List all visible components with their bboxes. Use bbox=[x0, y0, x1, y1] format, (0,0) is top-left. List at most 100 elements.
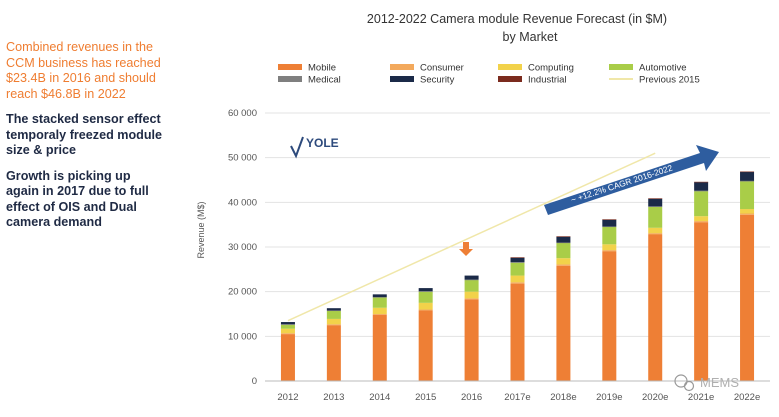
bar-automotive-2019e bbox=[602, 226, 617, 245]
bar-automotive-2017e bbox=[510, 262, 525, 276]
bar-consumer-2021e bbox=[694, 221, 709, 223]
legend-label: Computing bbox=[528, 63, 574, 74]
legend-swatch-industrial bbox=[498, 76, 522, 82]
legend-swatch-computing bbox=[498, 64, 522, 70]
bar-automotive-2022e bbox=[740, 181, 755, 210]
bar-automotive-2013 bbox=[326, 310, 341, 319]
bar-medical-2012 bbox=[280, 324, 295, 325]
legend-label: Medical bbox=[308, 75, 341, 86]
x-tick-label: 2013 bbox=[323, 392, 344, 403]
x-tick-label: 2021e bbox=[688, 392, 714, 403]
previous-2015-line bbox=[287, 152, 656, 322]
y-tick-label: 10 000 bbox=[228, 331, 257, 342]
x-tick-label: 2012 bbox=[277, 392, 298, 403]
bar-mobile-2012 bbox=[280, 334, 295, 381]
bar-security-2014 bbox=[372, 294, 387, 298]
bar-computing-2012 bbox=[280, 328, 295, 334]
wechat-icon-bubble bbox=[683, 380, 695, 392]
bar-mobile-2020e bbox=[648, 234, 663, 381]
cagr-arrow: ~ +12.2% CAGR 2016-2022 bbox=[544, 145, 719, 215]
bar-mobile-2016 bbox=[464, 299, 479, 381]
legend-label: Consumer bbox=[420, 63, 464, 74]
bar-security-2021e bbox=[694, 182, 709, 191]
x-tick-label: 2022e bbox=[734, 392, 760, 403]
previous-2015-trend-line bbox=[287, 152, 656, 322]
bar-medical-2019e bbox=[602, 226, 617, 228]
legend-label: Previous 2015 bbox=[639, 75, 700, 86]
bar-automotive-2014 bbox=[372, 297, 387, 308]
logo-mark bbox=[290, 136, 304, 159]
bar-consumer-2016 bbox=[464, 298, 479, 300]
bar-security-2012 bbox=[280, 322, 295, 325]
bar-automotive-2016 bbox=[464, 280, 479, 292]
bar-industrial-2018e bbox=[556, 236, 571, 237]
bar-consumer-2022e bbox=[740, 213, 755, 215]
down-arrow-2016 bbox=[459, 242, 473, 256]
axes: 0 10 000 20 000 30 000 40 000 50 000 60 000 201… bbox=[228, 108, 770, 403]
legend: Mobile Consumer Computing Automotive Medical… bbox=[278, 63, 700, 86]
bar-medical-2022e bbox=[740, 180, 755, 182]
legend-swatch-mobile bbox=[278, 64, 302, 70]
legend-swatch-medical bbox=[278, 76, 302, 82]
bar-computing-2015 bbox=[418, 302, 433, 310]
legend-swatch-automotive bbox=[609, 64, 633, 70]
y-tick-label: 20 000 bbox=[228, 287, 257, 298]
legend-label: Industrial bbox=[528, 75, 567, 86]
headline-text: Combined revenues in the CCM business ha… bbox=[6, 40, 161, 101]
bar-security-2022e bbox=[740, 171, 755, 181]
legend-swatch-consumer bbox=[390, 64, 414, 70]
watermark-text: MEMS bbox=[700, 375, 739, 390]
bar-automotive-2020e bbox=[648, 206, 663, 228]
bar-security-2018e bbox=[556, 236, 571, 243]
y-tick-label: 50 000 bbox=[228, 153, 257, 164]
bar-consumer-2019e bbox=[602, 250, 617, 252]
bar-mobile-2013 bbox=[326, 325, 341, 381]
bar-computing-2017e bbox=[510, 275, 525, 283]
bar-computing-2014 bbox=[372, 307, 387, 314]
bar-medical-2016 bbox=[464, 279, 479, 281]
legend-swatch-security bbox=[390, 76, 414, 82]
bar-industrial-2022e bbox=[740, 171, 755, 173]
bar-mobile-2021e bbox=[694, 222, 709, 381]
bar-medical-2017e bbox=[510, 262, 525, 263]
yole-logo: YOLE bbox=[290, 136, 339, 159]
chart-title: 2012-2022 Camera module Revenue Forecast… bbox=[367, 12, 667, 26]
bar-medical-2015 bbox=[418, 291, 433, 292]
y-tick-label: 0 bbox=[252, 376, 257, 387]
bar-consumer-2018e bbox=[556, 264, 571, 266]
bar-computing-2013 bbox=[326, 318, 341, 325]
bar-consumer-2015 bbox=[418, 309, 433, 311]
bar-medical-2020e bbox=[648, 206, 663, 207]
bar-consumer-2017e bbox=[510, 282, 525, 284]
bar-security-2020e bbox=[648, 198, 663, 207]
bar-computing-2020e bbox=[648, 227, 663, 234]
bar-consumer-2020e bbox=[648, 233, 663, 235]
bar-security-2016 bbox=[464, 275, 479, 280]
bar-mobile-2017e bbox=[510, 283, 525, 381]
bar-industrial-2021e bbox=[694, 181, 709, 183]
bar-medical-2013 bbox=[326, 310, 341, 312]
bar-medical-2018e bbox=[556, 242, 571, 244]
x-tick-label: 2015 bbox=[415, 392, 436, 403]
grid-lines bbox=[265, 112, 770, 382]
bar-security-2019e bbox=[602, 219, 617, 227]
mems-watermark: MEMS bbox=[674, 374, 739, 392]
bar-mobile-2018e bbox=[556, 265, 571, 381]
point-stacked-sensor: The stacked sensor effect temporaly free… bbox=[6, 112, 163, 157]
bar-security-2013 bbox=[326, 308, 341, 311]
x-tick-label: 2016 bbox=[461, 392, 482, 403]
bar-industrial-2019e bbox=[602, 219, 617, 220]
wechat-icon bbox=[674, 374, 688, 388]
chart-subtitle: by Market bbox=[503, 30, 558, 44]
logo-text: YOLE bbox=[306, 136, 339, 150]
bar-industrial-2020e bbox=[648, 198, 663, 199]
y-tick-label: 60 000 bbox=[228, 108, 257, 119]
y-tick-label: 40 000 bbox=[228, 197, 257, 208]
bar-mobile-2014 bbox=[372, 314, 387, 381]
bar-consumer-2013 bbox=[326, 324, 341, 326]
bar-mobile-2019e bbox=[602, 251, 617, 381]
bar-computing-2016 bbox=[464, 291, 479, 299]
summary-text: Combined revenues in the CCM business ha… bbox=[6, 40, 166, 241]
x-tick-label: 2018e bbox=[550, 392, 576, 403]
legend-label: Mobile bbox=[308, 63, 336, 74]
